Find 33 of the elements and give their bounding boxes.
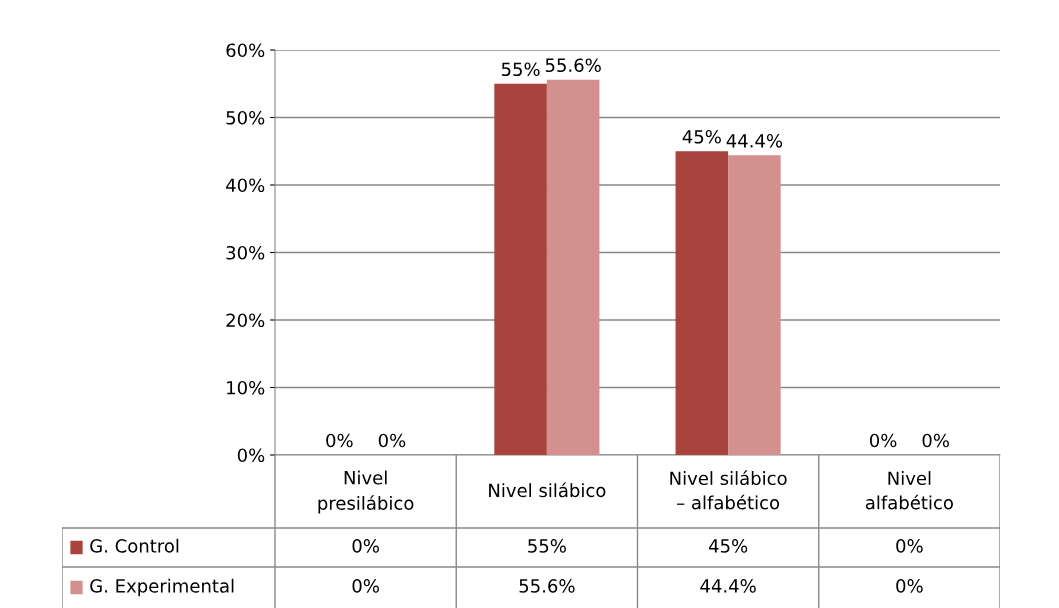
- data-label: 55.6%: [519, 579, 575, 593]
- data-label: 55%: [528, 539, 566, 553]
- data-label: 0%: [352, 579, 379, 593]
- text: 55%: [501, 62, 540, 77]
- y-tick-label: 10%: [227, 380, 265, 395]
- x-tick-label: Nivel silábico: [489, 482, 606, 498]
- data-label: 45%: [708, 539, 748, 553]
- bar: [494, 83, 547, 455]
- y-tick-label: 30%: [226, 245, 265, 260]
- text: 44.4%: [726, 133, 783, 148]
- legend-label: G. Control: [90, 538, 179, 553]
- bar: [728, 155, 781, 455]
- bar: [675, 151, 729, 455]
- y-tick-label: 60%: [226, 43, 265, 58]
- data-label: 0%: [352, 539, 379, 553]
- text: 45%: [682, 129, 721, 144]
- x-tick-label: Nivel alfabético: [865, 471, 953, 510]
- text: 0%: [326, 433, 353, 448]
- y-tick-label: 0%: [237, 448, 265, 463]
- y-tick-label: 40%: [226, 178, 265, 193]
- legend-label: G. Experimental: [90, 578, 234, 597]
- x-tick-label: Nivel silábico – alfabético: [670, 470, 787, 510]
- y-tick-label: 20%: [226, 313, 265, 328]
- bar: [546, 79, 600, 455]
- data-label: 0%: [896, 539, 923, 553]
- data-label: 0%: [896, 579, 923, 593]
- text: 0%: [922, 433, 949, 448]
- y-tick-label: 50%: [226, 110, 265, 125]
- text: 0%: [869, 433, 897, 448]
- text: 55.6%: [545, 58, 601, 73]
- text: 0%: [378, 433, 406, 448]
- x-tick-label: Nivel presilábico: [318, 470, 414, 514]
- data-label: 44.4%: [700, 579, 756, 593]
